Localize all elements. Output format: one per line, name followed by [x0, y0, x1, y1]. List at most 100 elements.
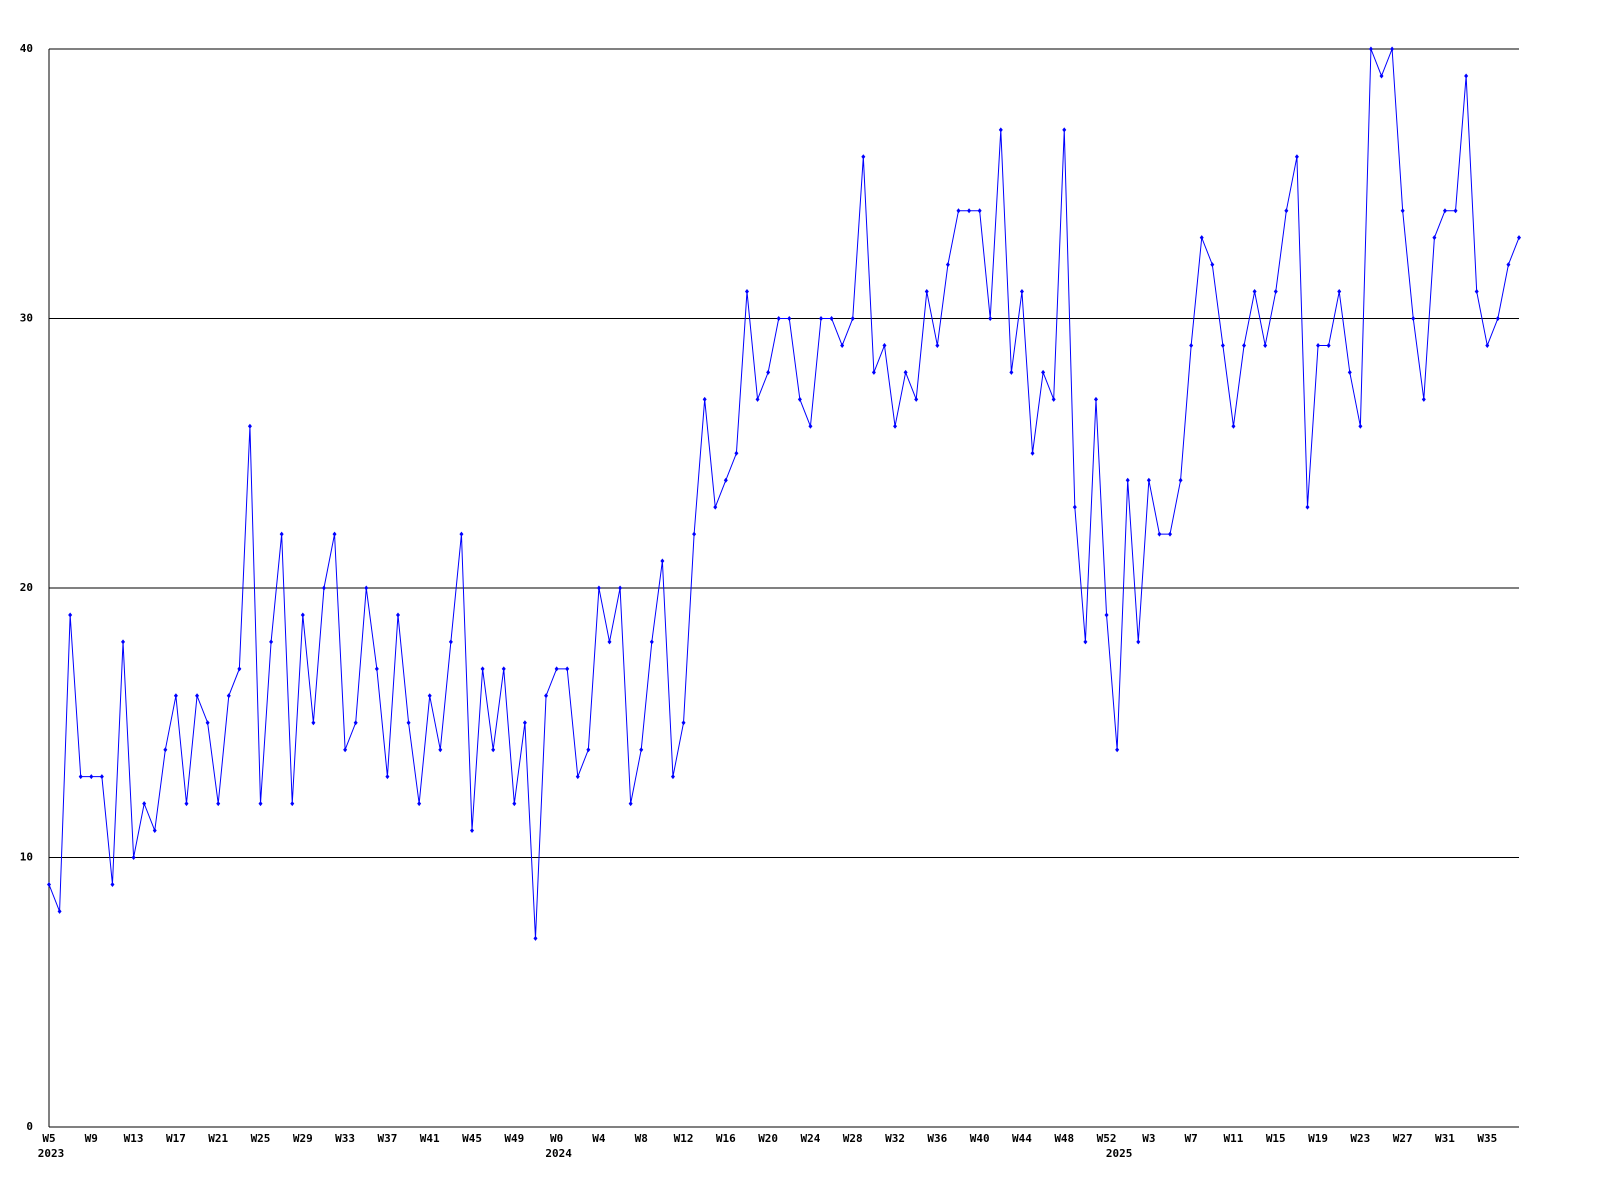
data-point — [945, 262, 950, 268]
y-tick-label: 40 — [20, 42, 33, 55]
data-point — [438, 747, 443, 753]
data-point — [713, 504, 718, 510]
data-point — [1485, 342, 1490, 348]
data-point — [1062, 127, 1067, 133]
data-point — [797, 396, 802, 402]
data-point — [776, 316, 781, 321]
data-point — [121, 639, 126, 645]
data-point — [1421, 396, 1426, 402]
data-point — [903, 369, 908, 375]
x-tick-label: W33 — [335, 1132, 355, 1145]
x-tick-label: W0 — [550, 1132, 563, 1145]
data-point — [1210, 262, 1215, 268]
data-point — [279, 531, 284, 537]
data-point — [195, 693, 200, 699]
data-point — [935, 342, 940, 348]
data-point — [1168, 531, 1173, 537]
data-point — [956, 208, 961, 214]
data-point — [47, 881, 51, 887]
data-point — [290, 801, 295, 807]
data-point — [311, 720, 316, 726]
data-point — [660, 558, 665, 564]
data-point — [1104, 612, 1109, 618]
year-label: 2023 — [38, 1147, 65, 1160]
data-point — [1294, 154, 1299, 160]
x-tick-label: W25 — [251, 1132, 271, 1145]
year-label: 2025 — [1106, 1147, 1133, 1160]
data-point — [152, 828, 157, 834]
data-point — [1358, 423, 1363, 429]
data-point — [586, 747, 591, 753]
data-point — [628, 801, 633, 807]
data-point — [1178, 477, 1183, 483]
x-tick-label: W41 — [420, 1132, 440, 1145]
data-point — [1189, 342, 1194, 348]
data-point — [1411, 316, 1416, 321]
x-tick-label: W37 — [377, 1132, 397, 1145]
data-point — [1400, 208, 1405, 214]
x-tick-label: W15 — [1266, 1132, 1286, 1145]
data-point — [1495, 316, 1500, 321]
data-point — [78, 774, 83, 780]
data-point — [1242, 342, 1247, 348]
data-point — [1157, 531, 1162, 537]
data-point — [131, 855, 136, 860]
data-point — [670, 774, 675, 780]
data-point — [459, 531, 464, 537]
data-point — [57, 908, 62, 914]
data-point — [681, 720, 686, 726]
data-point — [1072, 504, 1077, 510]
data-point — [1517, 235, 1521, 241]
x-tick-label: W7 — [1185, 1132, 1198, 1145]
data-point — [205, 720, 210, 726]
data-point — [99, 774, 104, 780]
data-point — [575, 774, 580, 780]
data-point — [385, 774, 390, 780]
data-point — [480, 666, 485, 672]
data-point — [723, 477, 728, 483]
x-tick-label: W27 — [1393, 1132, 1413, 1145]
data-point — [1442, 208, 1447, 214]
x-tick-label: W4 — [592, 1132, 606, 1145]
data-point — [406, 720, 411, 726]
data-point — [300, 612, 305, 618]
data-point — [1326, 342, 1331, 348]
data-point — [1231, 423, 1236, 429]
data-point — [1273, 289, 1278, 295]
data-point — [1093, 396, 1098, 402]
y-tick-label: 30 — [20, 312, 33, 325]
data-point — [977, 208, 982, 214]
data-point — [216, 801, 221, 807]
data-point — [1220, 342, 1225, 348]
data-point — [755, 396, 760, 402]
data-point — [427, 693, 432, 699]
data-point — [417, 801, 422, 807]
year-label: 2024 — [545, 1147, 572, 1160]
y-tick-label: 0 — [26, 1120, 33, 1133]
data-point — [1030, 450, 1035, 456]
data-point — [819, 316, 824, 321]
data-point — [596, 585, 601, 591]
data-point — [618, 585, 623, 591]
x-tick-label: W28 — [843, 1132, 863, 1145]
x-tick-label: W5 — [42, 1132, 55, 1145]
x-tick-label: W17 — [166, 1132, 186, 1145]
data-point — [1316, 342, 1321, 348]
data-point — [237, 666, 242, 672]
data-point — [258, 801, 263, 807]
x-tick-label: W21 — [208, 1132, 228, 1145]
data-point — [247, 423, 252, 429]
data-point — [967, 208, 972, 214]
x-tick-label: W49 — [504, 1132, 524, 1145]
data-point — [1041, 369, 1046, 375]
data-point — [332, 531, 337, 537]
x-tick-label: W36 — [927, 1132, 947, 1145]
data-point — [68, 612, 73, 618]
x-tick-label: W3 — [1142, 1132, 1155, 1145]
data-point — [871, 369, 876, 375]
data-point — [607, 639, 612, 645]
data-point — [395, 612, 400, 618]
data-point — [1146, 477, 1151, 483]
data-point — [766, 369, 771, 375]
